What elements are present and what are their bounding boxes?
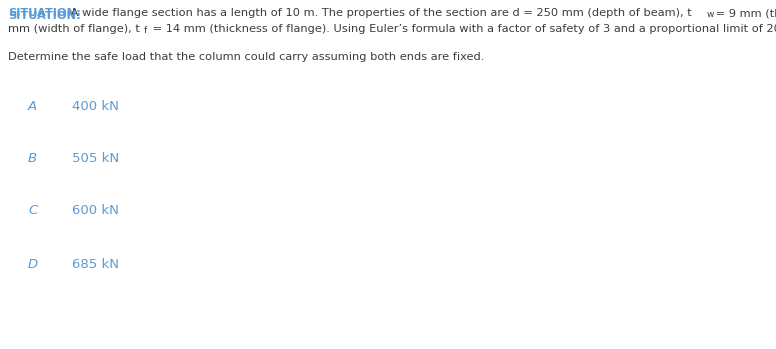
Text: 505 kN: 505 kN	[72, 152, 120, 165]
Text: C: C	[28, 204, 37, 217]
Text: mm (width of flange), t: mm (width of flange), t	[8, 24, 140, 34]
Text: 685 kN: 685 kN	[72, 258, 119, 271]
Text: A wide flange section has a length of 10 m. The properties of the section are d : A wide flange section has a length of 10…	[68, 8, 692, 18]
Text: 600 kN: 600 kN	[72, 204, 119, 217]
Text: D: D	[28, 258, 38, 271]
Text: f: f	[144, 26, 147, 35]
Text: w: w	[707, 10, 714, 19]
Text: Determine the safe load that the column could carry assuming both ends are fixed: Determine the safe load that the column …	[8, 52, 484, 62]
Text: B: B	[28, 152, 37, 165]
Text: A: A	[28, 100, 37, 113]
Text: = 9 mm (thickness of web), b: = 9 mm (thickness of web), b	[712, 8, 776, 18]
Text: SITUATION:: SITUATION:	[8, 8, 81, 18]
Text: 400 kN: 400 kN	[72, 100, 119, 113]
Text: = 14 mm (thickness of flange). Using Euler’s formula with a factor of safety of : = 14 mm (thickness of flange). Using Eul…	[149, 24, 776, 34]
Text: SITUATION:: SITUATION:	[8, 11, 81, 21]
